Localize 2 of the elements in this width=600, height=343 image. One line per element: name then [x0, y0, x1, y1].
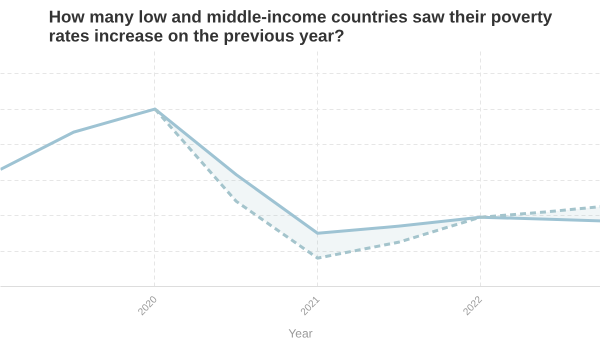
- x-axis-title: Year: [288, 326, 313, 340]
- chart-title: How many low and middle-income countries saw their poverty rates increase on the previous year?: [48, 8, 553, 46]
